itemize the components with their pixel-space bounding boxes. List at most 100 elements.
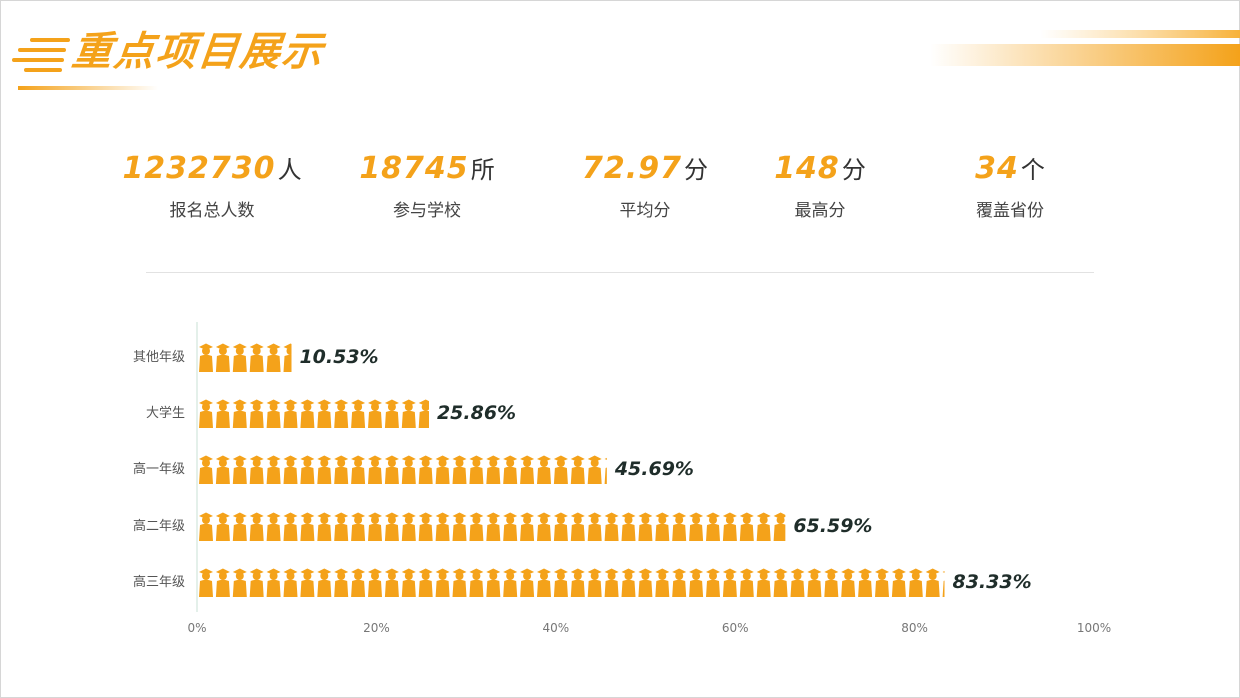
graduate-person-icon bbox=[689, 512, 704, 541]
graduate-person-icon bbox=[587, 455, 602, 484]
stats-row: 1232730人 报名总人数 18745所 参与学校 72.97分 平均分 14… bbox=[0, 150, 1240, 240]
graduate-person-icon bbox=[351, 568, 366, 597]
stat-label: 平均分 bbox=[619, 201, 671, 221]
graduate-person-icon bbox=[249, 568, 264, 597]
graduate-person-icon bbox=[232, 568, 247, 597]
graduate-person-icon bbox=[469, 568, 484, 597]
graduate-person-icon bbox=[384, 399, 399, 428]
graduate-person-icon bbox=[706, 512, 720, 541]
graduate-person-icon bbox=[334, 455, 349, 484]
graduate-person-icon bbox=[537, 455, 551, 484]
stat-unit: 分 bbox=[841, 156, 866, 184]
graduate-person-icon bbox=[368, 399, 382, 428]
graduate-person-icon bbox=[537, 568, 551, 597]
graduate-person-icon bbox=[452, 455, 467, 484]
graduate-person-icon bbox=[503, 512, 518, 541]
graduate-person-icon bbox=[756, 512, 771, 541]
graduate-person-icon bbox=[215, 399, 230, 428]
graduate-person-icon bbox=[215, 512, 230, 541]
speed-lines-icon bbox=[12, 38, 70, 72]
graduate-person-icon bbox=[672, 568, 687, 597]
bar bbox=[199, 512, 786, 541]
stat-value: 148 bbox=[774, 151, 840, 186]
graduate-person-icon bbox=[925, 568, 940, 597]
graduate-person-icon bbox=[503, 455, 518, 484]
graduate-person-icon bbox=[232, 512, 247, 541]
graduate-person-icon bbox=[283, 399, 298, 428]
graduate-person-icon bbox=[283, 455, 298, 484]
x-tick-label: 60% bbox=[722, 621, 749, 635]
stat-unit: 分 bbox=[683, 156, 708, 184]
graduate-person-icon bbox=[249, 512, 264, 541]
graduate-person-icon bbox=[199, 568, 213, 597]
category-label: 高三年级 bbox=[133, 574, 185, 590]
stat-total-registrants: 1232730人 报名总人数 bbox=[112, 150, 312, 221]
graduate-person-icon bbox=[266, 399, 281, 428]
graduate-person-icon bbox=[486, 568, 501, 597]
x-tick-label: 0% bbox=[187, 621, 206, 635]
graduate-person-icon bbox=[722, 568, 737, 597]
graduate-person-icon bbox=[401, 568, 416, 597]
data-label: 65.59% bbox=[793, 515, 872, 537]
graduate-person-icon bbox=[587, 512, 602, 541]
graduate-person-icon bbox=[300, 512, 315, 541]
graduate-person-icon bbox=[520, 455, 535, 484]
x-tick-label: 40% bbox=[542, 621, 569, 635]
title-underline bbox=[18, 86, 158, 90]
graduate-person-icon bbox=[722, 512, 737, 541]
graduate-person-icon bbox=[215, 455, 230, 484]
graduate-person-icon bbox=[418, 399, 429, 428]
graduate-person-icon bbox=[249, 343, 264, 372]
graduate-person-icon bbox=[469, 512, 484, 541]
graduate-person-icon bbox=[232, 399, 247, 428]
graduate-person-icon bbox=[520, 512, 535, 541]
graduate-person-icon bbox=[689, 568, 704, 597]
bar bbox=[199, 343, 292, 372]
stat-label: 报名总人数 bbox=[169, 201, 255, 221]
graduate-person-icon bbox=[858, 568, 873, 597]
graduate-person-icon bbox=[249, 399, 264, 428]
graduate-person-icon bbox=[452, 568, 467, 597]
graduate-person-icon bbox=[418, 455, 433, 484]
stat-unit: 所 bbox=[470, 156, 495, 184]
graduate-person-icon bbox=[435, 568, 450, 597]
graduate-person-icon bbox=[824, 568, 839, 597]
graduate-person-icon bbox=[891, 568, 906, 597]
graduate-person-icon bbox=[706, 568, 720, 597]
graduate-person-icon bbox=[604, 568, 619, 597]
graduate-person-icon bbox=[266, 568, 281, 597]
graduate-person-icon bbox=[553, 455, 568, 484]
stat-schools: 18745所 参与学校 bbox=[352, 150, 502, 221]
graduate-person-icon bbox=[638, 568, 653, 597]
graduate-person-icon bbox=[266, 343, 281, 372]
grade-distribution-chart: 其他年级 10.53% 大学生 25.86% 高一年级 45.69% 高二年级 65.59% 高… bbox=[133, 322, 1111, 635]
graduate-person-icon bbox=[199, 343, 213, 372]
graduate-person-icon bbox=[215, 568, 230, 597]
graduate-person-icon bbox=[266, 512, 281, 541]
stat-unit: 人 bbox=[277, 156, 302, 184]
category-label: 高二年级 bbox=[133, 518, 185, 534]
graduate-person-icon bbox=[317, 568, 332, 597]
graduate-person-icon bbox=[908, 568, 923, 597]
graduate-person-icon bbox=[401, 399, 416, 428]
graduate-person-icon bbox=[486, 455, 501, 484]
graduate-person-icon bbox=[384, 568, 399, 597]
data-label: 45.69% bbox=[614, 458, 694, 480]
category-label: 大学生 bbox=[146, 405, 185, 421]
graduate-person-icon bbox=[283, 512, 298, 541]
graduate-person-icon bbox=[418, 568, 433, 597]
graduate-person-icon bbox=[756, 568, 771, 597]
graduate-person-icon bbox=[249, 455, 264, 484]
graduate-person-icon bbox=[790, 568, 805, 597]
graduate-person-icon bbox=[351, 455, 366, 484]
stat-value: 72.97 bbox=[582, 151, 682, 186]
x-tick-label: 100% bbox=[1077, 621, 1111, 635]
graduate-person-icon bbox=[199, 512, 213, 541]
graduate-person-icon bbox=[317, 512, 332, 541]
graduate-person-icon bbox=[300, 455, 315, 484]
graduate-person-icon bbox=[368, 568, 382, 597]
graduate-person-icon bbox=[773, 568, 788, 597]
graduate-person-icon bbox=[570, 512, 585, 541]
graduate-person-icon bbox=[621, 512, 636, 541]
category-label: 其他年级 bbox=[133, 350, 185, 365]
